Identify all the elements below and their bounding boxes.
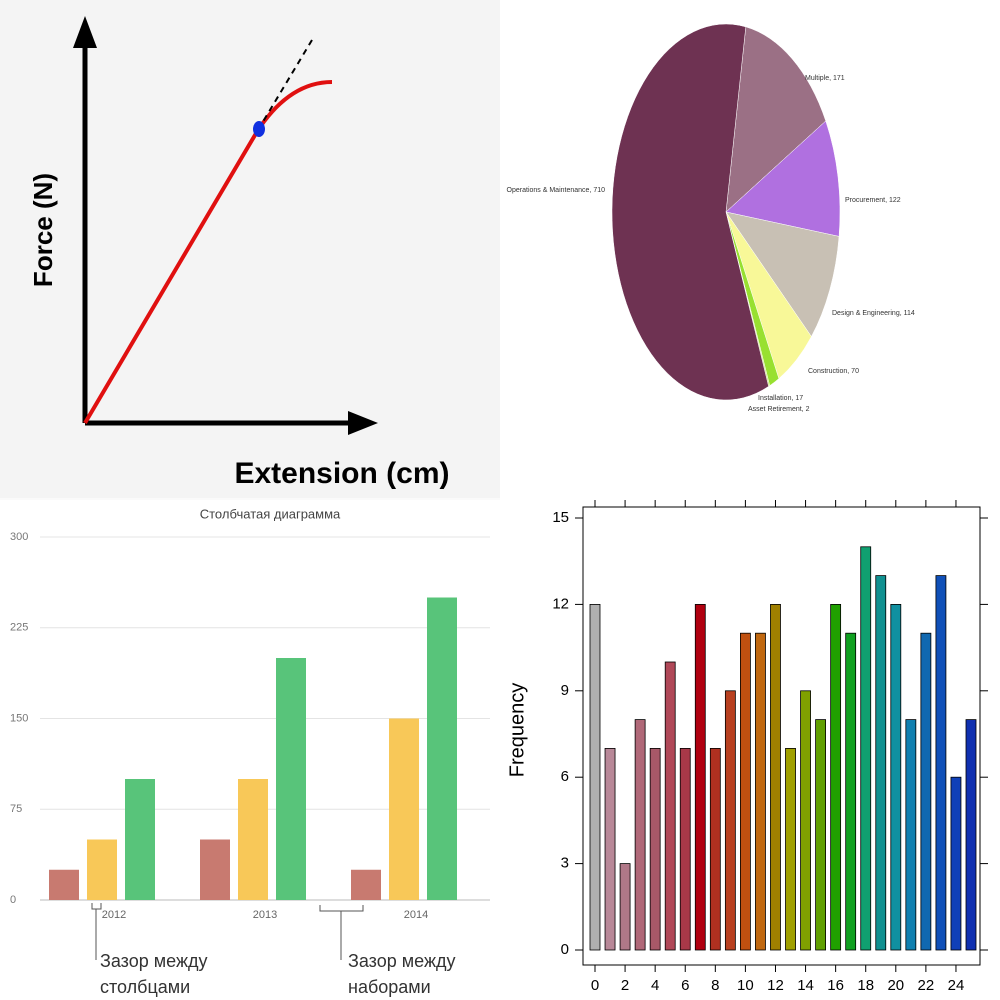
pie-slice <box>725 120 841 237</box>
x-tick-label: 22 <box>918 977 935 994</box>
bar <box>890 604 902 951</box>
slice-label: Asset Retirement, 2 <box>748 406 810 413</box>
bar <box>920 632 932 951</box>
slice-label: Design & Engineering, 114 <box>832 310 915 317</box>
bar <box>276 658 306 900</box>
bar <box>860 546 872 951</box>
bar <box>634 719 646 951</box>
y-tick-label: 15 <box>552 509 569 526</box>
y-tick-label: 300 <box>10 531 28 543</box>
bracket <box>319 905 364 960</box>
bar <box>125 779 155 900</box>
bar <box>49 869 79 900</box>
slice-label: Installation, 17 <box>758 395 803 402</box>
y-tick-label: 0 <box>561 941 569 958</box>
annotation: Зазор между <box>348 951 455 971</box>
slice-label: Operations & Maintenance, 710 <box>507 187 606 194</box>
bar <box>619 863 631 951</box>
y-tick-label: 9 <box>561 682 569 699</box>
y-arrow <box>73 16 97 48</box>
x-tick-label: 10 <box>737 977 754 994</box>
x-tick-label: 18 <box>857 977 874 994</box>
bar <box>427 597 457 900</box>
slice-label: Construction, 70 <box>808 368 859 375</box>
bar <box>740 632 751 951</box>
pie-slice <box>725 211 840 338</box>
x-tick-label: 20 <box>887 977 904 994</box>
pie-slice <box>611 23 769 401</box>
bar <box>845 632 857 951</box>
x-tick-label: 16 <box>827 977 844 994</box>
x-tick-label: 6 <box>681 977 689 994</box>
bar <box>830 604 842 951</box>
y-tick-label: 75 <box>10 803 22 815</box>
x-tick-label: 2012 <box>102 909 126 921</box>
x-tick-label: 0 <box>591 977 599 994</box>
y-tick-label: 150 <box>10 712 28 724</box>
pie-slice <box>725 26 827 213</box>
bar <box>815 719 826 951</box>
y-axis-label: Frequency <box>506 683 528 778</box>
bar <box>87 839 117 900</box>
y-axis-label: Force (N) <box>28 173 58 287</box>
annotation: Зазор между <box>100 951 207 971</box>
x-tick-label: 14 <box>797 977 814 994</box>
chart-title: Столбчатая диаграмма <box>200 506 341 521</box>
x-arrow <box>348 411 378 435</box>
bar <box>679 748 691 951</box>
bar <box>649 748 661 951</box>
bar <box>755 632 766 951</box>
bar <box>905 719 917 951</box>
y-tick-label: 225 <box>10 622 28 634</box>
bar <box>770 604 781 951</box>
bar <box>875 575 887 951</box>
x-tick-label: 2013 <box>253 909 277 921</box>
slice-label: Procurement, 122 <box>845 197 901 204</box>
bracket <box>91 903 102 960</box>
bar <box>709 748 721 951</box>
limit-point <box>253 121 265 137</box>
y-tick-label: 12 <box>552 595 569 612</box>
x-tick-label: 8 <box>711 977 719 994</box>
y-tick-label: 3 <box>561 855 569 872</box>
x-axis-label: Extension (cm) <box>234 457 449 490</box>
x-tick-label: 12 <box>767 977 784 994</box>
annotation: наборами <box>348 977 431 997</box>
slice-label: Multiple, 171 <box>805 75 845 82</box>
bar <box>965 719 977 951</box>
bar <box>604 748 616 951</box>
x-tick-label: 2 <box>621 977 629 994</box>
bar <box>589 604 601 951</box>
bar <box>694 604 706 951</box>
bar <box>724 690 736 951</box>
x-tick-label: 4 <box>651 977 659 994</box>
y-tick-label: 6 <box>561 768 569 785</box>
bar <box>664 661 676 951</box>
bar <box>785 748 796 951</box>
bar <box>800 690 811 951</box>
bar <box>935 575 947 951</box>
bar <box>950 776 962 951</box>
y-tick-label: 0 <box>10 894 16 906</box>
annotation: столбцами <box>100 977 190 997</box>
bar <box>238 779 268 900</box>
bar <box>200 839 230 900</box>
bar <box>351 869 381 900</box>
x-tick-label: 2014 <box>404 909 428 921</box>
x-tick-label: 24 <box>948 977 965 994</box>
plot-frame <box>582 506 981 966</box>
bar <box>389 718 419 900</box>
